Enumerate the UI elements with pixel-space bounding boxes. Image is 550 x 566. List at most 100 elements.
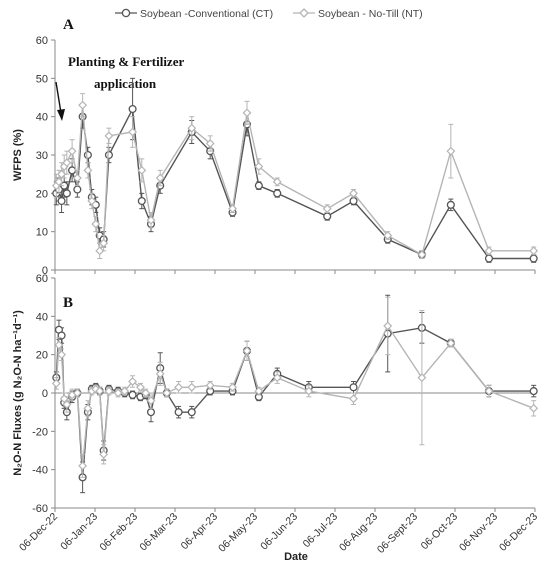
data-point-nt <box>59 394 69 404</box>
data-point-nt <box>95 386 105 396</box>
data-point-nt <box>349 394 358 404</box>
data-point-ct <box>254 181 263 190</box>
data-point-ct <box>62 189 71 198</box>
data-point-nt <box>529 246 539 256</box>
y-tick-label: 50 <box>36 73 48 85</box>
data-point-nt <box>383 231 393 240</box>
data-point-nt <box>72 388 82 398</box>
x-tick-label: 06-May-23 <box>216 511 260 555</box>
data-point-nt <box>228 382 237 392</box>
y-tick-label: 10 <box>36 227 48 239</box>
data-point-nt <box>529 403 539 413</box>
legend-marker-nt <box>299 8 309 18</box>
data-point-nt <box>83 165 93 175</box>
data-point-nt <box>242 346 252 356</box>
data-point-ct <box>323 212 332 221</box>
data-point-nt <box>187 382 197 392</box>
y-tick-label: -60 <box>32 503 48 515</box>
data-point-nt <box>104 386 114 396</box>
data-point-nt <box>272 373 282 383</box>
series-line-nt <box>55 324 534 466</box>
data-point-nt <box>78 461 88 471</box>
data-point-ct <box>146 408 156 417</box>
panel-a: A Planting & Fertilizer application WFPS… <box>12 17 539 277</box>
data-point-nt <box>383 321 393 331</box>
data-point-nt <box>54 177 64 187</box>
data-point-ct <box>128 390 137 399</box>
data-point-nt <box>205 380 215 390</box>
x-tick-label: 06-Jun-23 <box>258 511 300 553</box>
data-point-nt <box>155 173 165 183</box>
data-point-nt <box>228 204 237 214</box>
data-point-nt <box>54 340 64 350</box>
data-point-ct <box>128 104 137 114</box>
data-point-nt <box>99 238 109 248</box>
y-tick-label: 20 <box>36 350 48 362</box>
x-tick-label: 06-Feb-23 <box>97 511 140 554</box>
legend-label-nt: Soybean - No-Till (NT) <box>318 8 423 20</box>
annotation-line-1: Planting & Fertilizer <box>68 54 184 69</box>
data-point-ct <box>137 196 146 206</box>
data-point-ct <box>68 166 77 175</box>
data-point-ct <box>73 185 82 194</box>
series-line-ct <box>55 327 534 478</box>
data-point-nt <box>62 158 72 168</box>
data-point-nt <box>446 146 456 156</box>
panel-a-y-axis-label: WFPS (%) <box>12 129 24 181</box>
data-point-nt <box>104 131 114 141</box>
data-point-ct <box>529 254 538 263</box>
data-point-nt <box>91 384 101 394</box>
x-tick-label: 06-Dec-22 <box>17 511 60 554</box>
x-tick-label: 06-Jan-23 <box>58 511 100 553</box>
y-tick-label: 30 <box>36 150 48 162</box>
data-point-nt <box>155 369 165 379</box>
data-point-nt <box>95 246 105 256</box>
x-tick-label: 06-Sept-23 <box>375 511 420 556</box>
data-point-ct <box>349 196 358 206</box>
x-tick-label: 06-Mar-23 <box>137 511 180 554</box>
data-point-ct <box>104 150 113 160</box>
x-tick-label: 06-Apr-23 <box>179 511 221 553</box>
data-point-nt <box>78 100 88 110</box>
x-tick-label: 06-Jul-23 <box>301 511 341 551</box>
data-point-nt <box>113 388 123 398</box>
panel-b: B N₂O-N Fluxes (g N₂O-N ha⁻¹d⁻¹) -60 -40 -… <box>12 273 539 515</box>
data-point-nt <box>62 400 72 409</box>
data-point-nt <box>57 350 67 360</box>
data-point-nt <box>146 396 156 406</box>
series-line-nt <box>55 105 534 256</box>
y-tick-label: 60 <box>36 35 48 47</box>
data-point-nt <box>484 246 494 256</box>
data-point-ct <box>349 383 358 392</box>
data-point-nt <box>417 373 427 383</box>
data-point-nt <box>484 386 494 396</box>
data-point-nt <box>128 127 138 137</box>
data-point-ct <box>529 387 538 396</box>
data-point-ct <box>174 408 183 417</box>
data-point-nt <box>136 382 145 392</box>
data-point-nt <box>120 386 130 396</box>
panel-b-y-axis-label: N₂O-N Fluxes (g N₂O-N ha⁻¹d⁻¹) <box>12 310 24 476</box>
y-tick-label: 0 <box>42 265 48 277</box>
legend-marker-ct <box>121 8 131 18</box>
annotation-arrow <box>55 81 65 121</box>
series-line-ct <box>55 106 534 260</box>
data-point-nt <box>141 388 151 398</box>
y-tick-label: 60 <box>36 273 48 285</box>
panel-b-label: B <box>63 295 73 311</box>
data-point-nt <box>162 388 172 398</box>
data-point-nt <box>242 108 252 118</box>
data-point-nt <box>272 177 282 187</box>
y-tick-label: 0 <box>42 388 48 400</box>
data-point-nt <box>72 173 82 183</box>
data-point-nt <box>254 386 264 396</box>
y-tick-label: -40 <box>32 465 48 477</box>
data-point-ct <box>187 408 196 417</box>
annotation-line-2: application <box>94 76 157 91</box>
data-point-nt <box>304 386 314 396</box>
data-point-ct <box>484 254 494 263</box>
data-point-nt <box>128 377 138 386</box>
data-point-nt <box>137 165 147 175</box>
data-point-ct <box>57 196 66 206</box>
